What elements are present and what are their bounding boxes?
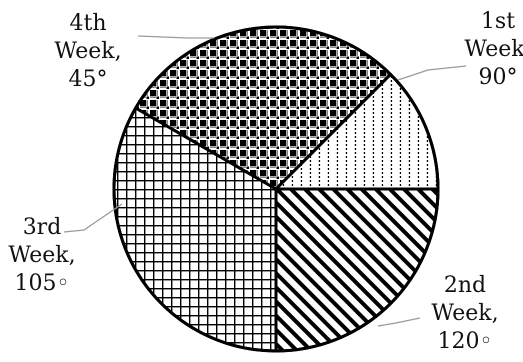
- slice-label: 3rd Week, 105◦: [8, 215, 75, 296]
- leader-line: [397, 65, 467, 81]
- pie-slices: [112, 25, 440, 353]
- leader-lines: [63, 35, 467, 327]
- pie-slice-1st-week: [274, 187, 440, 353]
- slice-label-line: 120◦: [438, 329, 493, 354]
- slice-label-line: 3rd: [23, 215, 62, 240]
- slice-label-line: 90°: [479, 65, 518, 90]
- slice-label: 1st Week, 90°: [464, 9, 523, 90]
- slice-label-line: Week,: [8, 243, 75, 268]
- leader-line: [377, 317, 421, 327]
- leader-line: [137, 35, 214, 39]
- slice-label-line: Week,: [431, 301, 498, 326]
- slice-label: 2nd Week, 120◦: [431, 273, 498, 354]
- slice-label-line: 2nd: [444, 273, 486, 298]
- leader-line: [63, 203, 123, 233]
- slice-label-line: 105◦: [15, 271, 70, 296]
- slice-label-line: Week,: [54, 39, 121, 64]
- slice-label-line: 1st: [481, 9, 515, 34]
- slice-label: 4th Week, 45°: [54, 11, 121, 92]
- slice-label-line: 45°: [69, 67, 108, 92]
- slice-labels: 1st Week, 90° 2nd Week, 120◦ 3rd Week, 105◦ 4th We…: [8, 9, 523, 354]
- slice-label-line: 4th: [69, 11, 106, 36]
- pie-outline: [112, 25, 440, 353]
- slice-label-line: Week,: [464, 37, 523, 62]
